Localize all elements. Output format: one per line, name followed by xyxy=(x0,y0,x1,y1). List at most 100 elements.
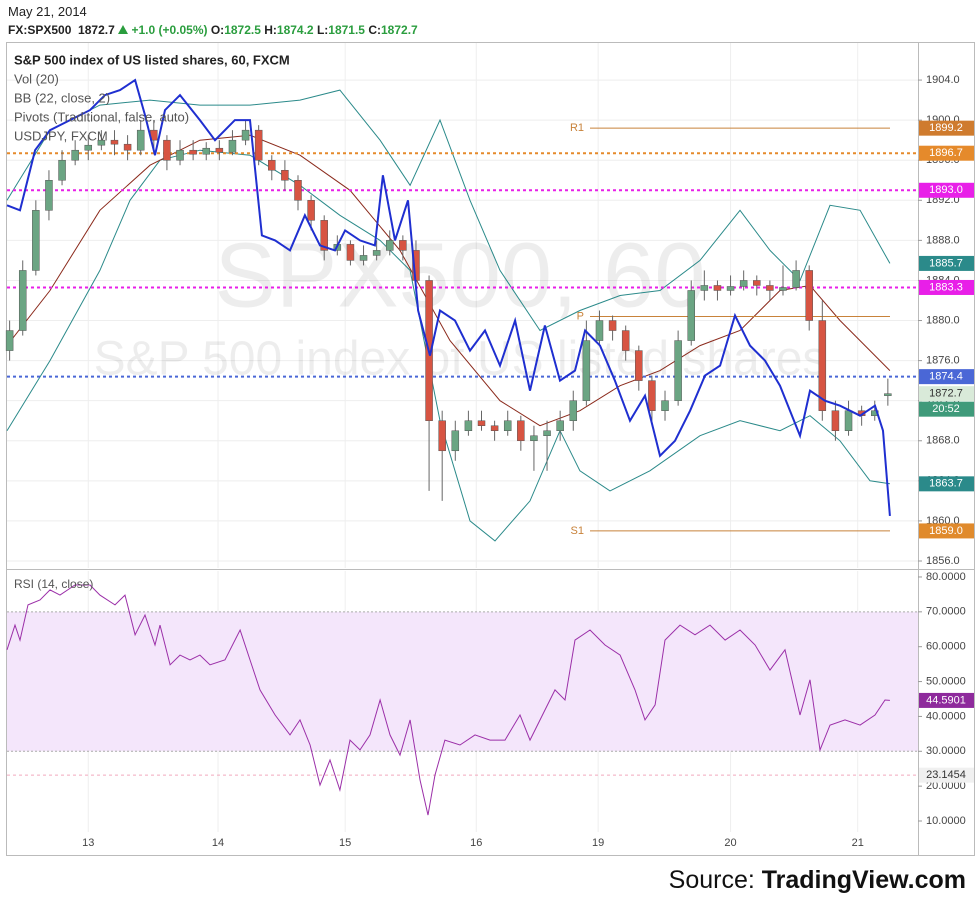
x-tick-label: 19 xyxy=(592,837,604,849)
candle-body xyxy=(674,340,682,401)
candle-body xyxy=(97,139,106,146)
price-badge xyxy=(919,692,974,708)
source-prefix: Source: xyxy=(668,866,755,894)
candle-body xyxy=(215,147,224,153)
candle-body xyxy=(451,430,460,452)
price-badge-label: 44.5901 xyxy=(926,694,966,706)
candle-body xyxy=(648,380,656,411)
candle-body xyxy=(805,270,813,321)
candle-body xyxy=(477,420,486,426)
price-badge-label: 1863.7 xyxy=(929,478,963,490)
candle-body xyxy=(713,285,722,291)
ohlc-label: H: xyxy=(264,23,277,37)
candle-body xyxy=(582,340,591,401)
candle-body xyxy=(136,129,145,151)
candle-body xyxy=(189,149,197,155)
candle-body xyxy=(123,143,132,151)
source-brand: TradingView.com xyxy=(761,866,966,894)
candle-body xyxy=(779,287,787,291)
candle-body xyxy=(5,330,14,351)
pivot-label: P xyxy=(577,310,584,322)
pane-title: RSI (14, close) xyxy=(14,577,93,591)
y-tick-label: 60.0000 xyxy=(926,641,966,653)
price-badge xyxy=(919,369,974,385)
candle-body xyxy=(543,430,551,436)
candle-body xyxy=(58,159,66,181)
candle-body xyxy=(792,270,800,288)
candle-body xyxy=(346,244,355,261)
candle-body xyxy=(556,420,564,431)
candle-body xyxy=(176,149,184,161)
price-badge-label: 1872.7 xyxy=(929,388,963,400)
candle-body xyxy=(294,180,302,201)
candle-body xyxy=(45,180,53,211)
candle-body xyxy=(32,210,40,271)
legend-entry: BB (22, close, 2) xyxy=(14,90,110,105)
x-tick-label: 20 xyxy=(724,837,736,849)
y-tick-label: 1888.0 xyxy=(926,234,960,246)
x-tick-label: 16 xyxy=(470,837,482,849)
symbol: FX:SPX500 xyxy=(8,23,72,37)
price-badge xyxy=(919,767,974,783)
candle-body xyxy=(281,169,289,181)
y-tick-label: 50.0000 xyxy=(926,675,966,687)
legend-entry: USDJPY, FXCM xyxy=(14,128,108,143)
x-tick-label: 14 xyxy=(212,837,224,849)
y-tick-label: 80.0000 xyxy=(926,571,966,583)
ohlc-label: L: xyxy=(316,23,329,37)
chart-title: S&P 500 index of US listed shares, 60, F… xyxy=(14,52,290,67)
candle-body xyxy=(307,200,315,221)
price-badge xyxy=(919,386,974,402)
line xyxy=(6,78,891,516)
candle-body xyxy=(359,255,368,261)
price-badge xyxy=(919,279,974,295)
price-badge-label: 1893.0 xyxy=(929,184,963,196)
pivot-label: S1 xyxy=(571,525,584,537)
candle-body xyxy=(621,330,630,351)
source: Source: TradingView.com xyxy=(669,866,966,895)
candle-body xyxy=(228,139,237,153)
candle-body xyxy=(241,129,250,141)
candle-body xyxy=(163,139,171,161)
legend-entry: Vol (20) xyxy=(14,71,59,86)
candle-body xyxy=(399,240,407,251)
open: 1872.5 xyxy=(224,23,261,37)
candle-body xyxy=(595,320,604,341)
candle-body xyxy=(503,420,512,431)
candle-body xyxy=(110,139,119,145)
price-badge-label: 1874.4 xyxy=(929,371,963,383)
price-badge-label: 1896.7 xyxy=(929,147,963,159)
candle-body xyxy=(71,149,79,161)
price-badge xyxy=(919,120,974,136)
candle-body xyxy=(517,420,525,442)
y-tick-label: 1904.0 xyxy=(926,74,960,86)
y-tick-label: 1880.0 xyxy=(926,314,960,326)
candle-body xyxy=(726,286,735,291)
candle-body xyxy=(18,270,27,331)
watermark: S&P 500 index of US listed shares xyxy=(94,333,827,386)
line xyxy=(6,584,890,816)
price-badge xyxy=(919,145,974,161)
candle-body xyxy=(635,350,643,381)
y-tick-label: 1876.0 xyxy=(926,355,960,367)
low: 1871.5 xyxy=(328,23,365,37)
rsi-band xyxy=(7,611,918,752)
y-tick-label: 10.0000 xyxy=(926,815,966,827)
close: 1872.7 xyxy=(381,23,418,37)
price-badge-label: 1883.3 xyxy=(929,281,963,293)
y-tick-label: 1868.0 xyxy=(926,435,960,447)
candle-body xyxy=(438,420,446,452)
candle-body xyxy=(84,144,93,151)
candle-body xyxy=(569,400,578,421)
change: +1.0 (+0.05%) xyxy=(131,23,208,37)
ohlc-label: O: xyxy=(210,23,225,37)
candle-body xyxy=(818,320,827,411)
candle-body xyxy=(687,290,695,341)
x-tick-label: 21 xyxy=(852,837,864,849)
y-tick-label: 30.0000 xyxy=(926,745,966,757)
line xyxy=(6,89,891,332)
candle-body xyxy=(320,220,328,251)
quote-bar: FX:SPX500 1872.7 +1.0 (+0.05%) O:1872.5 … xyxy=(8,23,418,37)
y-tick-label: 70.0000 xyxy=(926,606,966,618)
